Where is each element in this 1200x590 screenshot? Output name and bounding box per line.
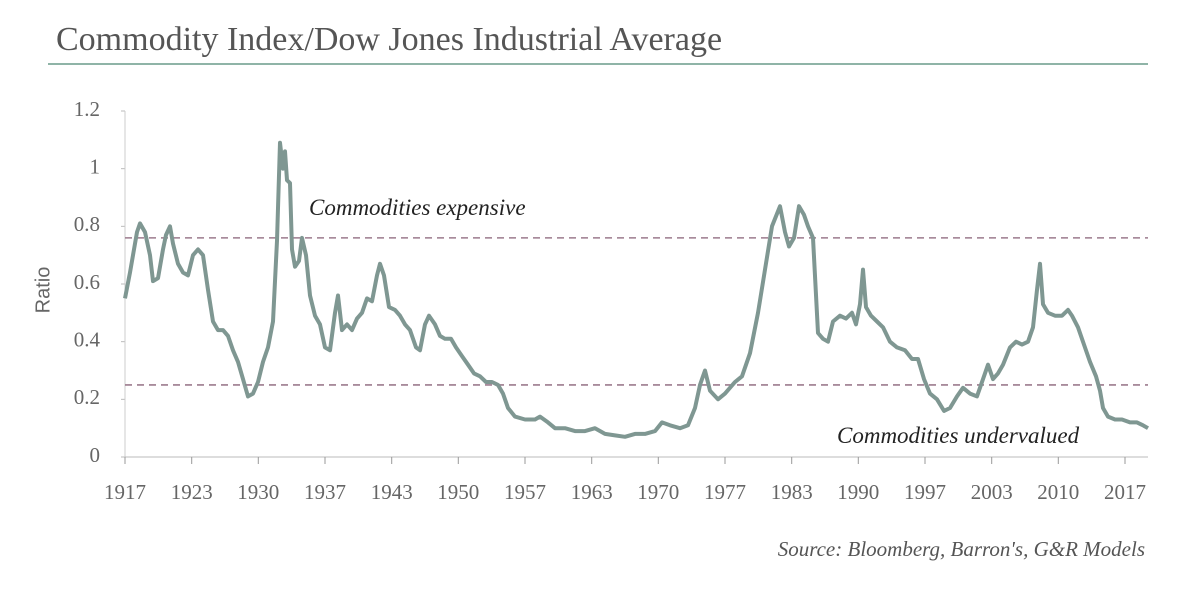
source: Source: Bloomberg, Barron's, G&R Models — [778, 537, 1145, 561]
annotation: Commodities undervalued — [837, 423, 1080, 448]
x-tick-label: 1977 — [704, 480, 746, 504]
annotation: Commodities expensive — [309, 195, 526, 220]
x-tick-label: 2017 — [1104, 480, 1146, 504]
x-tick-label: 1997 — [904, 480, 946, 504]
x-tick-label: 1957 — [504, 480, 546, 504]
y-axis-label: Ratio — [32, 267, 54, 314]
y-tick-label: 1.2 — [74, 97, 100, 121]
x-tick-label: 1937 — [304, 480, 346, 504]
y-tick-label: 0.6 — [74, 270, 100, 294]
chart-title: Commodity Index/Dow Jones Industrial Ave… — [56, 21, 722, 58]
data-line — [123, 140, 1150, 439]
x-tick-label: 1923 — [171, 480, 213, 504]
x-tick-label: 1943 — [371, 480, 413, 504]
x-tick-label: 2010 — [1037, 480, 1079, 504]
x-tick-label: 1983 — [771, 480, 813, 504]
y-tick-label: 0.2 — [74, 385, 100, 409]
y-tick-label: 0 — [90, 443, 101, 467]
x-tick-label: 2003 — [971, 480, 1013, 504]
y-tick-label: 0.8 — [74, 212, 100, 236]
y-tick-label: 0.4 — [74, 327, 101, 351]
x-tick-label: 1950 — [437, 480, 479, 504]
x-tick-label: 1963 — [571, 480, 613, 504]
x-tick-label: 1990 — [837, 480, 879, 504]
x-tick-label: 1930 — [237, 480, 279, 504]
x-tick-label: 1917 — [104, 480, 146, 504]
x-tick-label: 1970 — [637, 480, 679, 504]
y-tick-label: 1 — [90, 154, 101, 178]
